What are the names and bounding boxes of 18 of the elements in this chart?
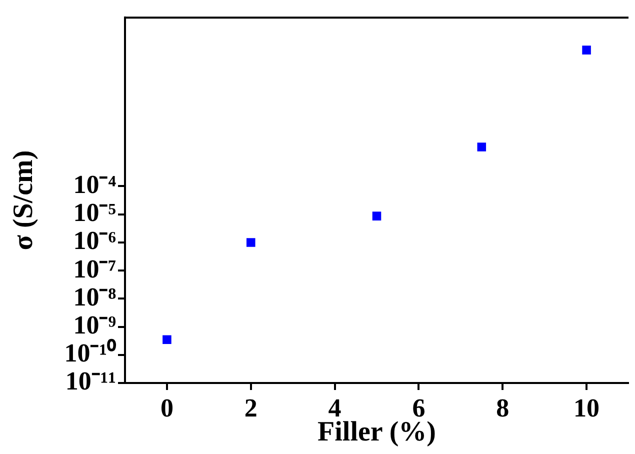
x-tick-label: 8: [496, 393, 510, 422]
x-tick-label: 2: [244, 393, 258, 422]
y-tick-label: 10⁻⁵: [73, 198, 116, 228]
point: [477, 142, 486, 152]
point: [246, 238, 256, 247]
x-tick-label: 0: [160, 393, 174, 422]
point: [162, 335, 172, 344]
y-tick-label: 10⁻⁶: [73, 226, 116, 256]
y-tick-label: 10⁻⁹: [73, 310, 116, 340]
y-tick-label: 10⁻⁷: [73, 254, 116, 284]
y-tick-label: 10⁻⁴: [73, 170, 116, 199]
y-tick-label: 10⁻¹¹: [65, 366, 116, 396]
y-axis-title: σ (S/cm): [8, 150, 40, 250]
y-tick-label: 10⁻¹⁰: [64, 338, 117, 368]
y-tick-label: 10⁻⁸: [73, 282, 116, 312]
point: [372, 212, 382, 220]
x-tick-label: 10: [574, 393, 600, 422]
point: [582, 46, 591, 54]
